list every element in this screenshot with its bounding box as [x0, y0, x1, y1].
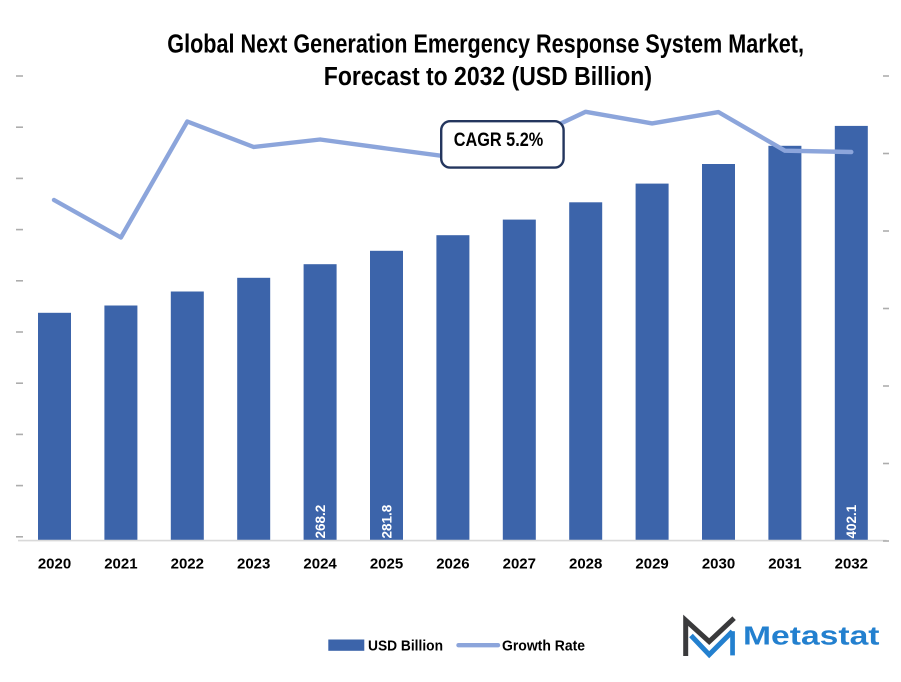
svg-text:USD Billion: USD Billion: [368, 639, 443, 655]
svg-text:2032: 2032: [835, 556, 868, 573]
svg-text:2020: 2020: [38, 556, 71, 573]
svg-text:2026: 2026: [436, 556, 469, 573]
svg-text:2028: 2028: [569, 556, 602, 573]
svg-text:2027: 2027: [503, 556, 536, 573]
svg-text:2023: 2023: [237, 556, 270, 573]
svg-text:Global Next Generation Emergen: Global Next Generation Emergency Respons…: [167, 31, 804, 59]
svg-text:281.8: 281.8: [379, 504, 394, 538]
svg-text:2025: 2025: [370, 556, 403, 573]
svg-text:2021: 2021: [104, 556, 137, 573]
svg-text:2031: 2031: [768, 556, 801, 573]
svg-text:CAGR 5.2%: CAGR 5.2%: [454, 130, 544, 151]
svg-text:2030: 2030: [702, 556, 735, 573]
svg-text:2029: 2029: [635, 556, 668, 573]
svg-text:Metastat: Metastat: [743, 623, 880, 651]
svg-text:2024: 2024: [303, 556, 337, 573]
svg-text:Forecast to 2032 (USD Billion): Forecast to 2032 (USD Billion): [324, 63, 652, 91]
svg-text:Growth Rate: Growth Rate: [502, 639, 585, 655]
svg-text:2022: 2022: [171, 556, 204, 573]
svg-text:402.1: 402.1: [844, 504, 859, 538]
svg-text:268.2: 268.2: [313, 505, 328, 539]
